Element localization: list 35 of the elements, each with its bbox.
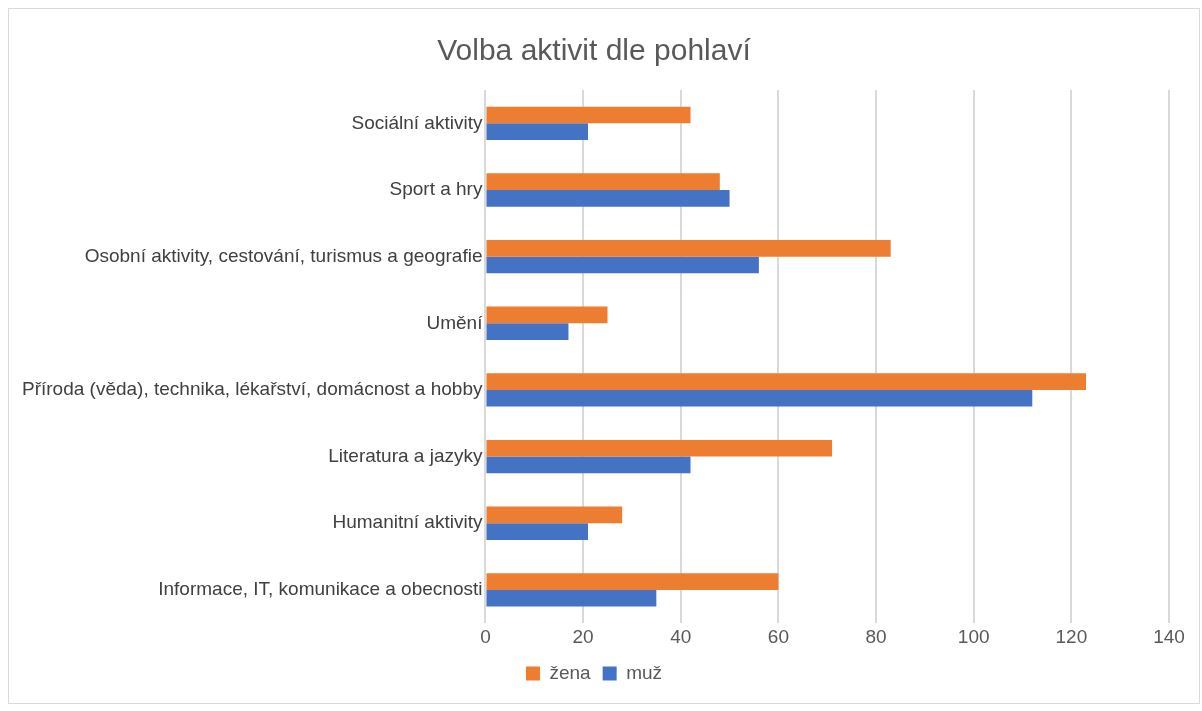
bar	[486, 306, 608, 324]
y-tick-label: Sport a hry	[389, 178, 483, 200]
bar	[486, 373, 1086, 390]
y-tick-label: Literatura a jazyky	[328, 444, 483, 466]
x-tick-label: 0	[480, 625, 491, 647]
bar	[486, 589, 657, 607]
x-tick-label: 100	[957, 625, 990, 647]
y-tick-label: Příroda (věda), technika, lékařství, domácnost a hobby	[22, 378, 483, 400]
bar	[486, 323, 569, 340]
bar	[486, 189, 730, 207]
bar	[486, 123, 588, 140]
bar	[486, 106, 691, 124]
legend-label: žena	[549, 661, 592, 683]
bar	[486, 523, 588, 540]
y-tick-label: Osobní aktivity, cestování, turismus a geografie	[84, 244, 483, 266]
bar	[486, 456, 691, 474]
y-tick-label: Sociální aktivity	[351, 111, 483, 133]
bar	[486, 239, 891, 257]
x-tick-label: 40	[670, 625, 692, 647]
y-tick-label: Humanitní aktivity	[332, 511, 483, 533]
x-tick-label: 80	[865, 625, 887, 647]
legend-label: muž	[626, 661, 663, 683]
x-tick-label: 120	[1055, 625, 1088, 647]
x-tick-label: 60	[767, 625, 789, 647]
y-tick-label: Informace, IT, komunikace a obecnosti	[158, 578, 483, 600]
bar	[486, 173, 720, 190]
bar	[486, 506, 623, 524]
bar	[486, 439, 833, 457]
x-tick-label: 20	[572, 625, 594, 647]
bar	[486, 256, 759, 274]
bar	[486, 389, 1033, 407]
y-tick-label: Umění	[426, 311, 484, 333]
bar	[486, 573, 779, 590]
x-tick-label: 140	[1153, 625, 1185, 647]
chart-title: Volba aktivit dle pohlaví	[437, 33, 752, 67]
